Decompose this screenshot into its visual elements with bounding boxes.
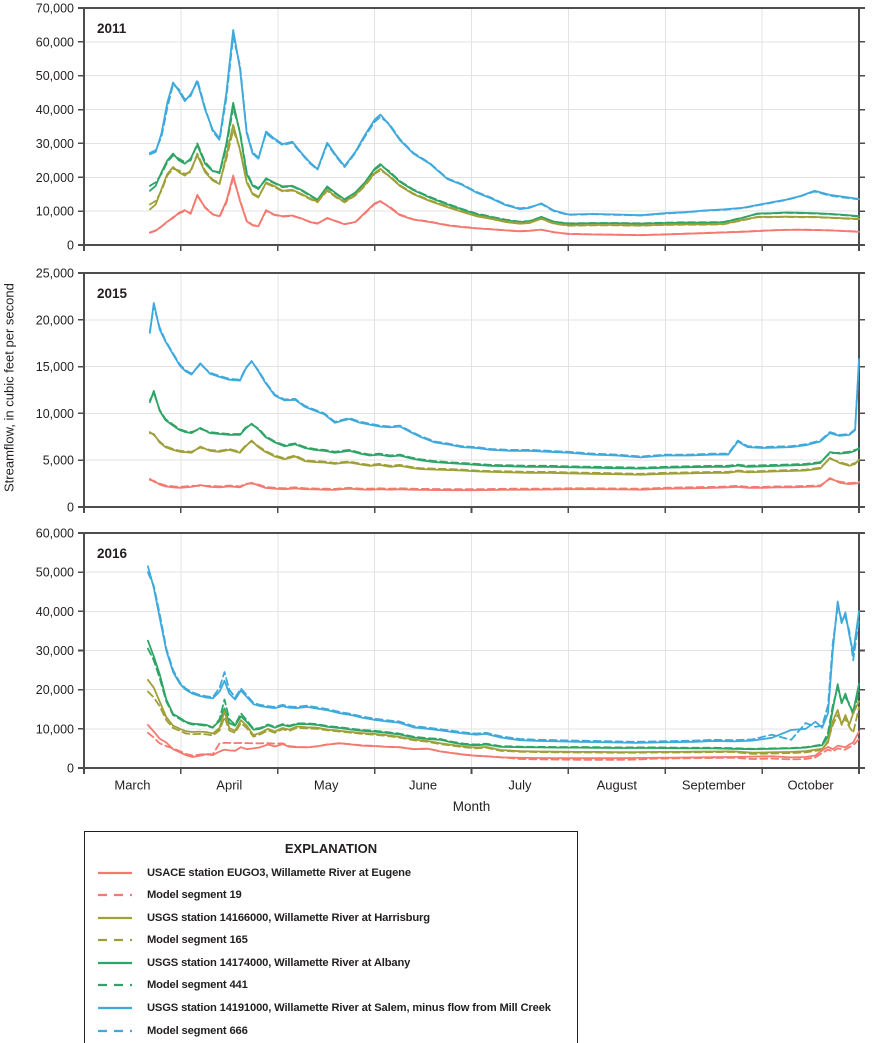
dashed-line-swatch <box>98 939 132 942</box>
series-salem_model-2011 <box>149 35 860 217</box>
dashed-line-swatch <box>98 893 132 897</box>
y-tick-label: 20,000 <box>36 313 74 327</box>
series-harrisburg_obs-2016 <box>147 679 860 754</box>
series-eugene_model-2011 <box>149 177 860 236</box>
series-harrisburg_model-2015 <box>149 431 860 475</box>
legend-label: Model segment 666 <box>147 1024 248 1037</box>
month-label: March <box>114 778 150 793</box>
legend-item: USGS station 14166000, Willamette River … <box>98 910 577 925</box>
legend-label: USGS station 14166000, Willamette River … <box>147 911 430 924</box>
series-eugene_model-2016 <box>147 731 860 761</box>
series-eugene_model-2015 <box>149 478 860 491</box>
y-tick-label: 60,000 <box>36 527 74 541</box>
series-albany_obs-2015 <box>149 390 860 470</box>
legend-title: EXPLANATION <box>284 841 378 856</box>
series-albany_model-2011 <box>149 107 860 225</box>
plot-border <box>83 532 860 769</box>
x-axis-title: Month <box>452 799 491 814</box>
y-tick-label: 20,000 <box>36 683 74 697</box>
series-salem_obs-2016 <box>147 565 860 744</box>
series-salem_model-2015 <box>149 304 860 458</box>
plot-border <box>83 7 860 246</box>
month-label: May <box>314 778 339 793</box>
y-tick-label: 10,000 <box>36 407 74 421</box>
legend-item: USGS station 14191000, Willamette River … <box>98 1001 577 1016</box>
month-label: August <box>597 778 638 793</box>
legend-label: Model segment 441 <box>147 979 248 992</box>
series-harrisburg_obs-2011 <box>149 123 860 227</box>
series-harrisburg_obs-2015 <box>149 432 860 476</box>
series-albany_model-2015 <box>149 391 860 469</box>
legend-label: Model segment 165 <box>147 934 248 947</box>
solid-line-swatch <box>98 916 132 919</box>
legend-item: Model segment 666 <box>98 1023 577 1038</box>
charts-svg: 0 10,000 20,000 30,000 40,000 50,000 60,000 70,… <box>36 2 865 793</box>
legend-item: Model segment 441 <box>98 978 577 993</box>
y-tick-label: 25,000 <box>36 267 74 281</box>
y-tick-label: 30,000 <box>36 644 74 658</box>
y-tick-label: 15,000 <box>36 360 74 374</box>
y-tick-label: 10,000 <box>36 205 74 219</box>
y-tick-label: 50,000 <box>36 566 74 580</box>
y-tick-label: 10,000 <box>36 722 74 736</box>
legend-box: EXPLANATION USACE station EUGO3, Willame… <box>84 831 578 1043</box>
panel-title-2015: 2015 <box>97 286 128 301</box>
solid-line-swatch <box>98 871 132 874</box>
series-salem_model-2016 <box>147 571 860 743</box>
y-tick-label: 70,000 <box>36 2 74 16</box>
panel-title-2016: 2016 <box>97 546 128 561</box>
legend-item: Model segment 165 <box>98 933 577 948</box>
legend-label: USACE station EUGO3, Willamette River at… <box>147 866 411 879</box>
legend-rows: USACE station EUGO3, Willamette River at… <box>98 865 577 1038</box>
panel-title-2011: 2011 <box>97 21 127 36</box>
dashed-line-swatch <box>98 984 132 987</box>
solid-line-swatch <box>98 1006 132 1010</box>
panel-2011: 0 10,000 20,000 30,000 40,000 50,000 60,000 70,… <box>36 2 865 253</box>
y-tick-label: 40,000 <box>36 103 74 117</box>
solid-line-swatch <box>98 961 132 964</box>
month-label: June <box>409 778 437 793</box>
series-harrisburg_model-2011 <box>149 129 860 227</box>
month-label: April <box>216 778 242 793</box>
legend-label: USGS station 14191000, Willamette River … <box>147 1002 551 1015</box>
month-label: September <box>682 778 746 793</box>
plot-border <box>83 272 860 508</box>
series-albany_model-2016 <box>147 647 860 750</box>
y-tick-label: 5,000 <box>43 454 74 468</box>
dashed-line-swatch <box>98 1029 132 1032</box>
month-label: July <box>508 778 532 793</box>
y-tick-label: 40,000 <box>36 605 74 619</box>
series-albany_obs-2016 <box>147 639 860 751</box>
y-tick-label: 20,000 <box>36 171 74 185</box>
legend-item: USGS station 14174000, Willamette River … <box>98 955 577 970</box>
panel-2015: 0 5,000 10,000 15,000 20,000 25,000 2015 <box>36 267 865 515</box>
y-tick-label: 0 <box>67 239 74 253</box>
y-tick-label: 0 <box>67 501 74 515</box>
legend-item: USACE station EUGO3, Willamette River at… <box>98 865 577 880</box>
legend-item: Model segment 19 <box>98 888 577 903</box>
panel-2016: 0 10,000 20,000 30,000 40,000 50,000 60,000 201… <box>36 527 865 776</box>
series-salem_obs-2015 <box>149 302 860 459</box>
legend-label: USGS station 14174000, Willamette River … <box>147 956 411 969</box>
y-tick-label: 0 <box>67 762 74 776</box>
y-tick-label: 30,000 <box>36 137 74 151</box>
month-label: October <box>787 778 834 793</box>
legend-label: Model segment 19 <box>147 889 242 902</box>
y-tick-label: 60,000 <box>36 35 74 49</box>
y-tick-label: 50,000 <box>36 69 74 83</box>
series-harrisburg_model-2016 <box>147 690 860 755</box>
